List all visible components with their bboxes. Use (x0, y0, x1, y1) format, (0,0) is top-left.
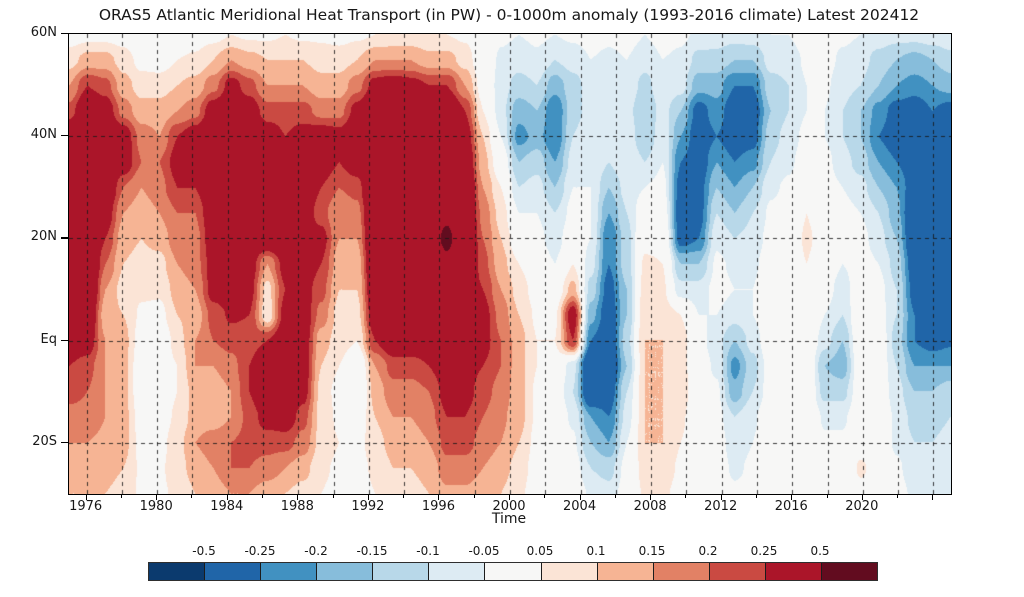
colorbar-tick-label: 0.5 (810, 544, 830, 558)
colorbar-cell (541, 563, 598, 580)
x-major-tick (650, 494, 652, 500)
x-minor-tick (403, 494, 405, 498)
x-major-tick (720, 494, 722, 500)
colorbar-tick-label: 0.1 (586, 544, 606, 558)
x-minor-tick (544, 494, 546, 498)
x-major-tick (367, 494, 369, 500)
x-tick-label: 2008 (633, 499, 667, 514)
colorbar-cell (261, 563, 318, 580)
x-major-tick (579, 494, 581, 500)
x-tick-label: 1988 (280, 499, 314, 514)
colorbar-cell (149, 563, 206, 580)
colorbar-tick-label: 0.15 (638, 544, 666, 558)
x-tick-label: 1976 (69, 499, 103, 514)
colorbar-cell (597, 563, 654, 580)
x-tick-label: 2020 (845, 499, 879, 514)
x-major-tick (438, 494, 440, 500)
colorbar-tick-label: 0.25 (750, 544, 778, 558)
colorbar-tick-label: -0.25 (244, 544, 276, 558)
colorbar-cell (485, 563, 542, 580)
y-tick (61, 441, 68, 444)
colorbar-cell (709, 563, 766, 580)
x-major-tick (509, 494, 510, 500)
x-minor-tick (332, 494, 334, 498)
y-tick (61, 33, 68, 35)
colorbar-cell (765, 563, 822, 580)
x-minor-tick (614, 494, 616, 498)
x-major-tick (791, 494, 793, 500)
colorbar-tick-label: -0.5 (192, 544, 216, 558)
x-minor-tick (191, 494, 193, 498)
colorbar-cell (821, 563, 878, 580)
x-major-tick (226, 494, 228, 500)
colorbar-cell (317, 563, 374, 580)
y-tick (61, 237, 68, 239)
x-minor-tick (755, 494, 757, 498)
x-minor-tick (826, 494, 828, 498)
x-tick-label: 2016 (774, 499, 808, 514)
x-major-tick (932, 494, 934, 500)
y-tick-label: 60N (30, 25, 57, 40)
x-minor-tick (262, 494, 264, 498)
x-major-tick (297, 494, 299, 500)
chart-title: ORAS5 Atlantic Meridional Heat Transport… (98, 6, 920, 24)
x-tick-label: 2004 (563, 499, 597, 514)
x-tick-label: 1984 (210, 499, 244, 514)
plot-area (68, 33, 952, 495)
x-axis-label: Time (491, 511, 527, 527)
colorbar-tick-label: 0.05 (526, 544, 554, 558)
x-tick-label: 2012 (704, 499, 738, 514)
x-tick-label: 1992 (351, 499, 385, 514)
x-major-tick (861, 494, 863, 500)
colorbar-tick-label: -0.15 (356, 544, 388, 558)
colorbar-cell (373, 563, 430, 580)
heatmap-canvas (69, 34, 951, 494)
colorbar (148, 562, 878, 581)
x-tick-label: 1996 (421, 499, 455, 514)
colorbar-tick-label: 0.2 (698, 544, 718, 558)
y-tick (61, 135, 68, 137)
colorbar-tick-label: -0.05 (468, 544, 500, 558)
x-tick-label: 1980 (139, 499, 173, 514)
x-minor-tick (897, 494, 899, 498)
x-major-tick (156, 494, 158, 500)
y-tick (61, 339, 68, 341)
x-minor-tick (685, 494, 687, 498)
y-tick-label: 40N (30, 127, 57, 143)
x-minor-tick (120, 494, 122, 498)
colorbar-tick-label: -0.1 (416, 544, 440, 558)
y-tick-label: 20S (32, 433, 57, 449)
x-tick-label: 2000 (492, 499, 526, 514)
x-major-tick (85, 494, 87, 500)
colorbar-cell (653, 563, 710, 580)
colorbar-cell (429, 563, 486, 580)
colorbar-cell (205, 563, 262, 580)
colorbar-tick-label: -0.2 (304, 544, 328, 558)
y-tick-label: Eq (40, 331, 57, 347)
y-tick-label: 20N (30, 229, 57, 245)
x-minor-tick (473, 494, 475, 498)
